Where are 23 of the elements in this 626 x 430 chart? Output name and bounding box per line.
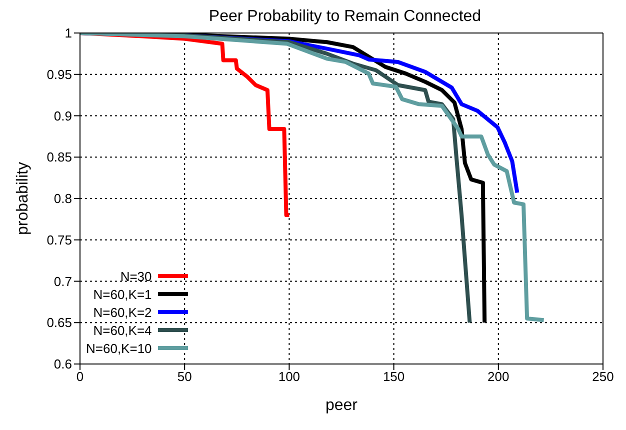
legend-label: N=60,K=10: [86, 340, 152, 356]
x-tick-label: 200: [488, 369, 510, 384]
y-tick-label: 0.75: [46, 232, 72, 248]
legend-label: N=60,K=4: [93, 322, 152, 338]
legend-label: N=60,K=2: [93, 304, 152, 320]
legend-label: N=30: [120, 268, 152, 284]
y-tick-label: 0.9: [54, 108, 72, 124]
y-tick-label: 0.85: [46, 150, 72, 165]
y-tick-label: 0.8: [54, 191, 72, 206]
y-axis-title: probability: [14, 162, 32, 235]
y-tick-label: 0.65: [46, 315, 72, 330]
x-tick-label: 0: [76, 369, 84, 384]
x-tick-label: 150: [382, 369, 405, 384]
x-tick-label: 50: [177, 369, 192, 384]
x-tick-label: 100: [278, 369, 300, 384]
y-tick-label: 0.7: [54, 274, 72, 289]
x-axis-title: peer: [325, 397, 358, 414]
chart-title: Peer Probability to Remain Connected: [208, 8, 482, 26]
y-tick-label: 0.95: [46, 66, 72, 82]
y-tick-label: 0.6: [54, 356, 72, 372]
x-tick-label: 250: [592, 369, 614, 384]
y-tick-label: 1: [64, 26, 72, 41]
legend-label: N=60,K=1: [93, 286, 152, 302]
